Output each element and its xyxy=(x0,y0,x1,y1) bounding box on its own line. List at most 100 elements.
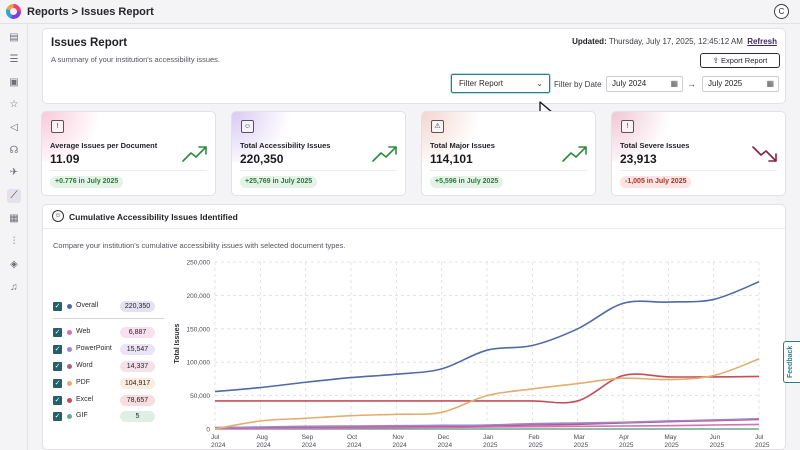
bell-icon[interactable]: ♫ xyxy=(10,282,18,293)
cumulative-issues-panel: ☺ Cumulative Accessibility Issues Identi… xyxy=(42,204,786,450)
legend-color-dot xyxy=(67,398,72,403)
legend-checkbox[interactable]: ✓ xyxy=(53,379,62,388)
legend-color-dot xyxy=(67,304,72,309)
line-chart: 250,000200,000150,000100,00050,0000Jul20… xyxy=(174,260,770,450)
x-tick-label: Oct xyxy=(347,434,357,441)
updated-label: Updated: xyxy=(572,37,607,46)
stat-card: ! Average Issues per Document 11.09 +0.776 … xyxy=(41,111,216,196)
card-value: 23,913 xyxy=(620,152,657,166)
x-tick-label: 2024 xyxy=(302,442,317,449)
x-tick-label: Apr xyxy=(619,434,630,441)
x-tick-label: 2025 xyxy=(483,442,498,449)
updated-value: Thursday, July 17, 2025, 12:45:12 AM xyxy=(608,37,743,46)
x-tick-label: 2024 xyxy=(256,442,271,449)
chart-line-icon[interactable]: ⟋ xyxy=(7,189,21,203)
legend-item-excel[interactable]: ✓ Excel 78,657 xyxy=(53,395,157,407)
legend-color-dot xyxy=(67,330,72,335)
legend-item-word[interactable]: ✓ Word 14,337 xyxy=(53,361,157,373)
layout-icon[interactable]: ▦ xyxy=(9,213,19,224)
x-tick-label: Nov xyxy=(392,434,404,441)
y-tick-label: 0 xyxy=(206,427,210,434)
sliders-icon[interactable]: ⫶ xyxy=(12,236,16,247)
y-tick-label: 250,000 xyxy=(187,260,211,267)
top-bar: Reports > Issues Report C xyxy=(0,0,800,24)
layers-icon[interactable]: ◈ xyxy=(10,259,18,270)
document-icon[interactable]: ▤ xyxy=(9,32,19,43)
x-tick-label: 2025 xyxy=(755,442,770,449)
legend-checkbox[interactable]: ✓ xyxy=(53,328,62,337)
x-tick-label: Dec xyxy=(438,434,450,441)
x-tick-label: Jul xyxy=(211,434,220,441)
page-title: Issues Report xyxy=(51,37,128,49)
series-line-pdf xyxy=(214,358,760,430)
x-tick-label: 2025 xyxy=(574,442,589,449)
card-icon: ! xyxy=(621,120,634,133)
legend-value: 78,657 xyxy=(120,395,155,406)
legend-checkbox[interactable]: ✓ xyxy=(53,412,62,421)
legend-item-pdf[interactable]: ✓ PDF 104,917 xyxy=(53,378,157,390)
breadcrumb: Reports > Issues Report xyxy=(27,6,154,18)
date-to-input[interactable]: July 2025 ▦ xyxy=(702,76,779,92)
series-line-excel xyxy=(214,373,760,404)
legend-item-web[interactable]: ✓ Web 6,887 xyxy=(53,327,157,339)
feedback-tab[interactable]: Feedback xyxy=(783,341,800,383)
app-logo[interactable] xyxy=(6,4,21,19)
stat-card: ! Total Severe Issues 23,913 -1,005 in July… xyxy=(611,111,786,196)
series-line-web xyxy=(214,423,760,430)
export-report-button[interactable]: ⇪ Export Report xyxy=(700,53,780,68)
card-value: 11.09 xyxy=(50,152,80,166)
file-search-icon[interactable]: ▣ xyxy=(9,77,19,88)
stat-card: ☺ Total Accessibility Issues 220,350 +25,76… xyxy=(231,111,406,196)
x-tick-label: Jul xyxy=(755,434,764,441)
megaphone-icon[interactable]: ◁ xyxy=(10,122,18,133)
legend-value: 6,887 xyxy=(120,327,155,338)
chevron-down-icon: ⌄ xyxy=(536,79,543,88)
y-tick-label: 150,000 xyxy=(187,326,211,333)
legend-name: Web xyxy=(76,328,91,335)
export-report-label: Export Report xyxy=(721,56,768,65)
updated-timestamp: Updated: Thursday, July 17, 2025, 12:45:… xyxy=(572,37,777,46)
plane-icon[interactable]: ✈ xyxy=(9,167,19,178)
x-tick-label: Jun xyxy=(710,434,721,441)
legend-checkbox[interactable]: ✓ xyxy=(53,396,62,405)
star-icon[interactable]: ☆ xyxy=(9,99,19,110)
chart-panel-header: ☺ Cumulative Accessibility Issues Identi… xyxy=(43,205,785,229)
legend-value: 104,917 xyxy=(120,378,155,389)
x-tick-label: May xyxy=(664,434,677,441)
calendar-icon[interactable]: ▦ xyxy=(670,79,678,88)
legend-checkbox[interactable]: ✓ xyxy=(53,345,62,354)
card-icon: ⚠ xyxy=(431,120,444,133)
user-voice-icon[interactable]: ☊ xyxy=(9,145,19,156)
card-title: Total Major Issues xyxy=(430,141,495,150)
legend-color-dot xyxy=(67,364,72,369)
x-tick-label: 2024 xyxy=(438,442,453,449)
y-tick-label: 50,000 xyxy=(190,393,210,400)
chart-panel-title: Cumulative Accessibility Issues Identifi… xyxy=(69,212,238,222)
legend-name: Excel xyxy=(76,396,94,403)
date-from-input[interactable]: July 2024 ▦ xyxy=(606,76,683,92)
export-icon: ⇪ xyxy=(712,56,719,65)
legend-item-overall[interactable]: ✓ Overall 220,350 xyxy=(53,301,157,313)
legend-item-gif[interactable]: ✓ GIF 5 xyxy=(53,411,157,423)
legend-checkbox[interactable]: ✓ xyxy=(53,362,62,371)
refresh-link[interactable]: Refresh xyxy=(747,37,777,46)
card-value: 220,350 xyxy=(240,152,284,166)
card-delta-badge: -1,005 in July 2025 xyxy=(620,176,692,188)
card-icon: ☺ xyxy=(241,120,254,133)
date-to-value: July 2025 xyxy=(708,79,743,88)
legend-item-powerpoint[interactable]: ✓ PowerPoint 15,547 xyxy=(53,344,157,356)
card-divider xyxy=(620,170,777,171)
page-subtitle: A summary of your institution's accessib… xyxy=(51,55,220,64)
chart-description: Compare your institution's cumulative ac… xyxy=(53,241,346,250)
x-tick-label: Jan xyxy=(483,434,494,441)
legend-checkbox[interactable]: ✓ xyxy=(53,302,62,311)
calendar-icon[interactable]: ▦ xyxy=(766,79,774,88)
x-tick-label: 2025 xyxy=(664,442,679,449)
card-title: Total Severe Issues xyxy=(620,141,690,150)
card-delta-badge: +0.776 in July 2025 xyxy=(50,176,124,188)
trend-up-icon xyxy=(372,146,397,162)
list-check-icon[interactable]: ☰ xyxy=(9,54,19,65)
legend-value: 220,350 xyxy=(120,301,155,312)
filter-report-select[interactable]: Filter Report ⌄ xyxy=(451,74,550,93)
user-avatar[interactable]: C xyxy=(774,4,789,19)
